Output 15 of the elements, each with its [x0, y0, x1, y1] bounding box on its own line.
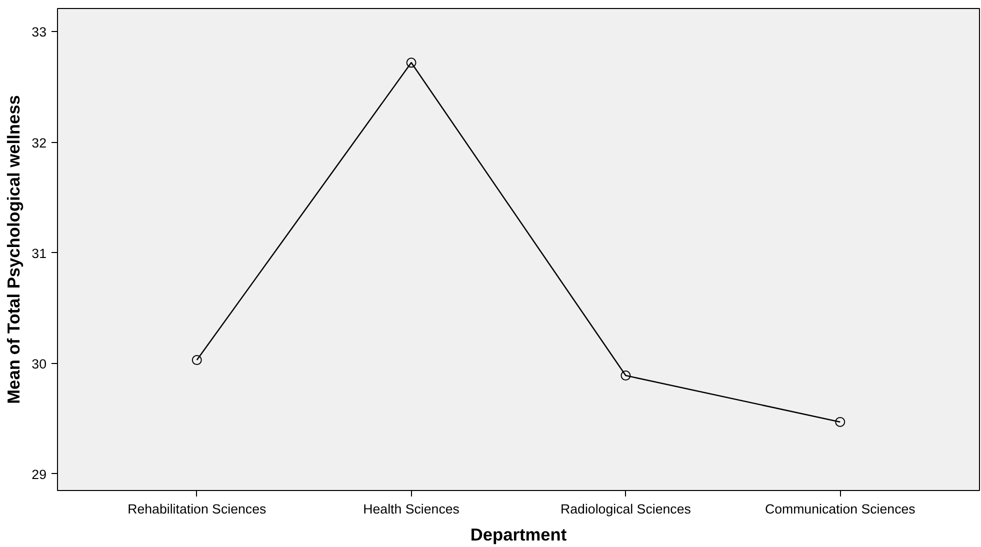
y-axis-title: Mean of Total Psychological wellness: [4, 95, 24, 404]
y-tick-label: 33: [32, 24, 47, 40]
x-tick-label: Rehabilitation Sciences: [128, 502, 266, 516]
y-tick-label: 31: [32, 246, 47, 261]
y-tick-label: 29: [32, 466, 47, 482]
y-tick-label: 32: [32, 135, 47, 150]
x-axis-title: Department: [470, 524, 567, 544]
x-tick-label: Radiological Sciences: [560, 502, 692, 516]
point: [406, 58, 416, 68]
x-tick-label: Communication Sciences: [764, 502, 916, 516]
y-tick-label: 30: [32, 356, 47, 372]
x-tick-label: Health Sciences: [363, 502, 460, 516]
point: [620, 370, 631, 381]
point: [192, 355, 202, 366]
point: [835, 416, 846, 427]
